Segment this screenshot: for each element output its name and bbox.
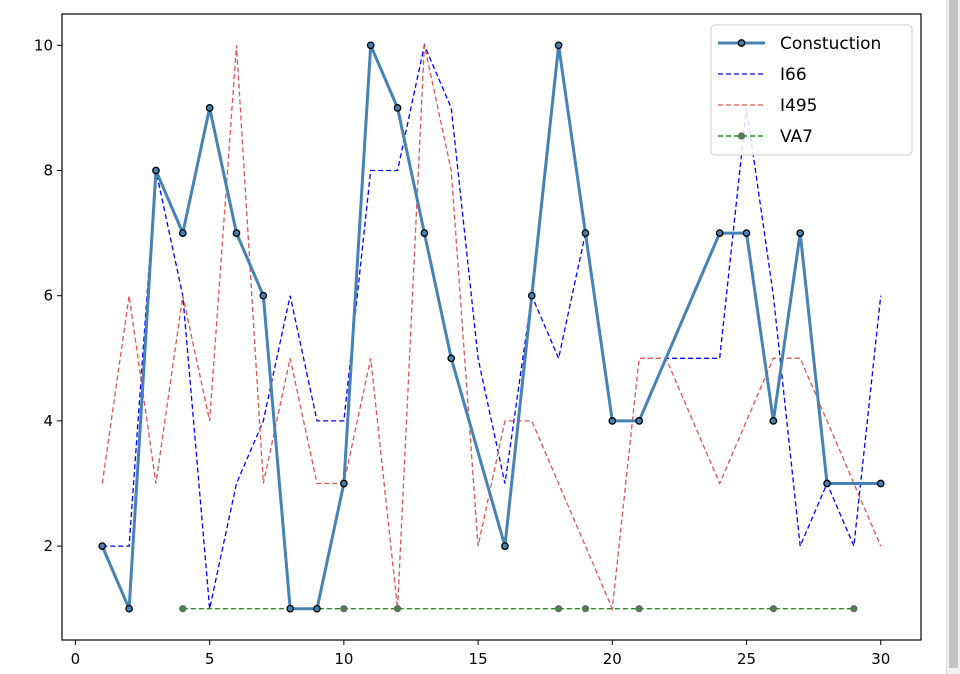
data-point (125, 604, 133, 613)
axes-frame (61, 13, 922, 641)
data-point (527, 291, 536, 300)
legend-item-constuction: Constuction (718, 34, 881, 54)
series-va7 (179, 605, 858, 613)
data-point (581, 229, 590, 237)
legend-item-i495: I495 (718, 96, 817, 116)
data-point (205, 104, 214, 112)
data-point (635, 605, 643, 613)
vertical-scrollbar[interactable] (946, 0, 960, 674)
x-tick-label: 15 (469, 650, 488, 668)
data-point (635, 417, 643, 425)
data-point (850, 605, 858, 613)
data-point (823, 479, 831, 488)
series-line (101, 45, 882, 612)
legend-label: Constuction (780, 34, 881, 54)
legend-label: I495 (780, 96, 817, 116)
x-tick-label: 25 (737, 650, 756, 668)
data-point (259, 291, 268, 300)
data-point (286, 604, 295, 613)
x-tick-label: 5 (205, 650, 215, 668)
y-tick-label: 6 (43, 287, 53, 305)
legend-label: VA7 (780, 127, 813, 147)
data-point (769, 605, 777, 613)
y-tick-label: 10 (34, 36, 53, 54)
data-point (366, 41, 375, 50)
legend-label: I66 (780, 65, 807, 85)
data-point (447, 354, 456, 363)
data-point (742, 229, 751, 237)
x-tick-label: 10 (334, 650, 353, 668)
data-point (420, 229, 429, 237)
y-tick-label: 2 (43, 537, 53, 555)
series-i495 (101, 45, 882, 612)
data-point (715, 229, 724, 237)
x-axis: 0 5 10 15 20 25 30 (71, 640, 890, 668)
legend-item-va7: VA7 (718, 127, 813, 147)
data-point (555, 605, 563, 613)
data-point (876, 479, 885, 488)
data-point (98, 542, 107, 550)
data-point (393, 104, 402, 112)
data-point (554, 41, 563, 50)
y-tick-label: 8 (43, 162, 53, 180)
scrollbar-thumb[interactable] (949, 0, 958, 668)
x-tick-label: 30 (871, 650, 890, 668)
data-point (608, 417, 617, 425)
data-point (178, 229, 187, 237)
y-tick-label: 4 (43, 412, 53, 430)
legend-marker (737, 132, 746, 140)
y-axis: 2 4 6 8 10 (34, 36, 62, 555)
x-tick-label: 20 (603, 650, 622, 668)
legend-item-i66: I66 (718, 65, 807, 85)
data-point (313, 604, 321, 613)
series-line (100, 43, 881, 611)
data-point (501, 542, 509, 550)
data-point (152, 166, 160, 175)
legend-box (710, 24, 913, 156)
data-point (769, 417, 778, 425)
data-point (340, 605, 348, 613)
data-point (340, 479, 348, 488)
data-point (393, 605, 402, 613)
data-point (232, 229, 241, 237)
x-tick-label: 0 (71, 650, 81, 668)
data-point (796, 229, 805, 237)
data-point (179, 605, 187, 613)
series-constuction (98, 41, 885, 613)
legend: Constuction I66 I495 VA7 (710, 24, 913, 156)
legend-marker (737, 39, 746, 47)
data-point (581, 605, 590, 613)
